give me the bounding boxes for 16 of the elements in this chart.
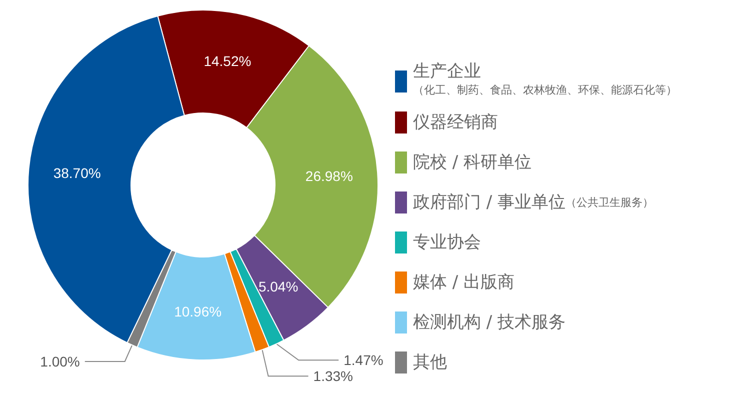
data-label: 1.33% [313,368,353,384]
legend-label: 政府部门 / 事业单位（公共卫生服务） [413,192,654,212]
data-label: 14.52% [204,52,252,69]
data-label: 1.00% [40,353,80,370]
data-label: 38.70% [53,165,101,182]
legend-label: 专业协会 [413,232,481,252]
legend-label: 媒体 / 出版商 [413,272,515,292]
legend-label: 检测机构 / 技术服务 [413,312,566,332]
data-label: 10.96% [174,303,222,320]
legend-label: 仪器经销商 [413,112,498,132]
legend-label: 院校 / 科研单位 [413,152,532,172]
legend-label: 其他 [413,352,447,372]
data-label: 26.98% [305,168,353,184]
data-label: 1.47% [344,352,384,368]
data-label: 5.04% [258,278,298,295]
legend-label: 生产企业（化工、制药、食品、农林牧渔、环保、能源石化等） [413,62,677,96]
